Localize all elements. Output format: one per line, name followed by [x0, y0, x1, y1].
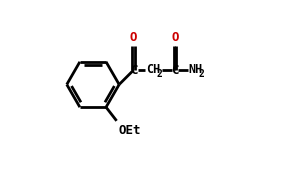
- Text: O: O: [171, 31, 179, 44]
- Text: OEt: OEt: [118, 124, 141, 137]
- Text: O: O: [130, 31, 137, 44]
- Text: NH: NH: [188, 63, 202, 76]
- Text: C: C: [130, 64, 137, 77]
- Text: CH: CH: [146, 63, 160, 76]
- Text: 2: 2: [198, 69, 204, 79]
- Text: 2: 2: [157, 69, 163, 79]
- Text: C: C: [171, 64, 179, 77]
